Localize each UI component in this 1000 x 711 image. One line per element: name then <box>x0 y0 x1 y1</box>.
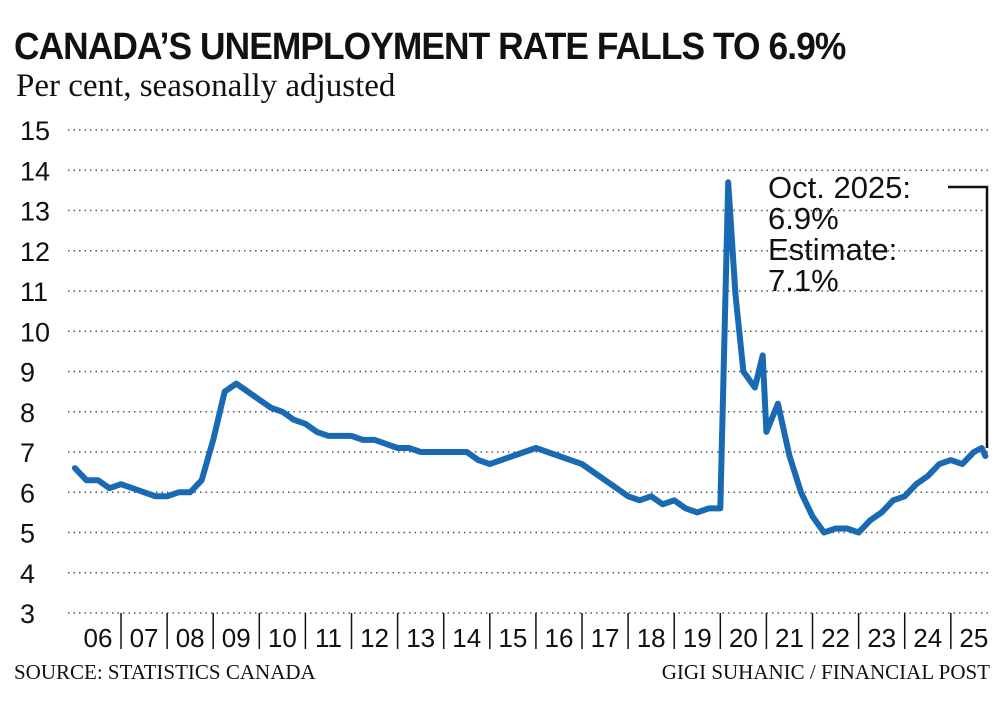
y-tick-label: 10 <box>20 317 50 347</box>
x-tick-label: 24 <box>913 623 942 653</box>
x-tick-label: 20 <box>729 623 758 653</box>
x-tick-label: 22 <box>821 623 850 653</box>
x-tick-label: 08 <box>176 623 205 653</box>
y-tick-label: 15 <box>20 116 50 146</box>
x-tick-label: 18 <box>637 623 666 653</box>
x-tick-label: 11 <box>315 623 342 653</box>
y-tick-label: 6 <box>20 478 35 508</box>
y-tick-label: 3 <box>20 599 35 629</box>
y-tick-label: 11 <box>20 277 48 307</box>
x-tick-label: 17 <box>591 623 620 653</box>
source-note: SOURCE: STATISTICS CANADA <box>14 660 316 684</box>
callout-line: Oct. 2025: <box>768 170 911 205</box>
x-tick-label: 14 <box>452 623 481 653</box>
callout-line: 6.9% <box>768 201 839 236</box>
x-tick-label: 15 <box>498 623 527 653</box>
x-tick-label: 13 <box>406 623 435 653</box>
x-tick-label: 19 <box>683 623 712 653</box>
credit-note: GIGI SUHANIC / FINANCIAL POST <box>661 660 990 684</box>
x-tick-label: 06 <box>84 623 113 653</box>
y-tick-label: 13 <box>20 197 50 227</box>
callout-annotation: Oct. 2025:6.9%Estimate:7.1% <box>768 170 911 298</box>
y-tick-label: 4 <box>20 559 35 589</box>
x-tick-label: 25 <box>959 623 988 653</box>
y-axis-ticks: 3 4 5 6 7 8 9 10 11 12 13 14 15 <box>20 116 50 629</box>
unemployment-rate-line <box>71 179 989 536</box>
callout-line: Estimate: <box>768 232 897 267</box>
y-tick-label: 7 <box>20 438 35 468</box>
x-tick-label: 07 <box>130 623 159 653</box>
callout-line: 7.1% <box>768 263 839 298</box>
y-tick-label: 5 <box>20 519 35 549</box>
callout-leader-line <box>948 185 989 448</box>
y-tick-label: 9 <box>20 358 35 388</box>
x-tick-label: 09 <box>222 623 251 653</box>
chart-subtitle: Per cent, seasonally adjusted <box>16 68 396 104</box>
y-tick-label: 8 <box>20 398 35 428</box>
x-axis-ticks: 06 07 08 09 10 11 12 13 14 15 16 17 18 19 20 21 22 23 24 25 <box>68 612 990 653</box>
x-tick-label: 16 <box>545 623 574 653</box>
y-tick-label: 12 <box>20 237 50 267</box>
x-tick-label: 23 <box>867 623 896 653</box>
x-tick-label: 10 <box>268 623 297 653</box>
chart-title: CANADA’S UNEMPLOYMENT RATE FALLS TO 6.9% <box>14 26 846 68</box>
x-tick-label: 12 <box>360 623 389 653</box>
y-tick-label: 14 <box>20 156 50 186</box>
x-tick-label: 21 <box>775 623 804 653</box>
